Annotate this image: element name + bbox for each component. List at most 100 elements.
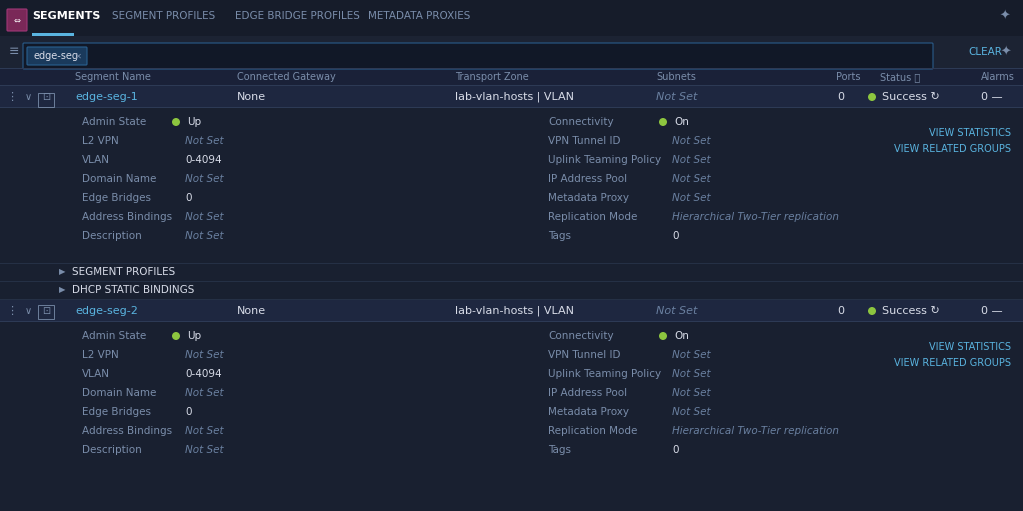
Text: Not Set: Not Set [185, 426, 224, 436]
Text: VPN Tunnel ID: VPN Tunnel ID [548, 136, 621, 146]
Bar [0, 299, 1023, 300]
Text: 0-4094: 0-4094 [185, 369, 222, 379]
Circle shape [659, 118, 667, 126]
Bar [32, 33, 74, 36]
Circle shape [172, 332, 180, 340]
FancyBboxPatch shape [27, 47, 87, 65]
Text: ✦: ✦ [999, 10, 1011, 22]
Text: Not Set: Not Set [185, 136, 224, 146]
Text: Not Set: Not Set [656, 92, 698, 102]
Text: Not Set: Not Set [185, 388, 224, 398]
Text: SEGMENT PROFILES: SEGMENT PROFILES [72, 267, 175, 277]
Text: None: None [237, 92, 266, 102]
Text: Success ↻: Success ↻ [882, 306, 940, 316]
Text: 0: 0 [672, 445, 678, 455]
Text: edge-seg-2: edge-seg-2 [75, 306, 138, 316]
Bar [0, 263, 1023, 264]
Text: Tags: Tags [548, 445, 571, 455]
Bar [0, 321, 1023, 322]
Text: ⇔: ⇔ [13, 15, 20, 25]
Text: ▶: ▶ [58, 267, 65, 276]
Text: Description: Description [82, 231, 142, 241]
Bar [0, 68, 1023, 86]
Text: VPN Tunnel ID: VPN Tunnel ID [548, 350, 621, 360]
Text: 0-4094: 0-4094 [185, 155, 222, 165]
Text: edge-seg-1: edge-seg-1 [75, 92, 138, 102]
Bar [0, 86, 1023, 108]
Text: Address Bindings: Address Bindings [82, 212, 172, 222]
Text: Up: Up [187, 117, 202, 127]
Text: Connectivity: Connectivity [548, 331, 614, 341]
Circle shape [868, 307, 876, 315]
Text: Not Set: Not Set [672, 155, 711, 165]
Text: Connected Gateway: Connected Gateway [237, 72, 336, 82]
Text: ⋮: ⋮ [6, 92, 17, 102]
Text: Not Set: Not Set [185, 212, 224, 222]
Text: VIEW STATISTICS: VIEW STATISTICS [929, 128, 1011, 138]
Text: Edge Bridges: Edge Bridges [82, 407, 151, 417]
Text: Address Bindings: Address Bindings [82, 426, 172, 436]
Bar [0, 85, 1023, 86]
Bar [0, 108, 1023, 290]
Text: SEGMENTS: SEGMENTS [32, 11, 100, 21]
Text: DHCP STATIC BINDINGS: DHCP STATIC BINDINGS [72, 285, 194, 295]
Bar [38, 93, 54, 107]
Text: Not Set: Not Set [185, 445, 224, 455]
FancyBboxPatch shape [7, 9, 27, 31]
Text: Tags: Tags [548, 231, 571, 241]
Text: Hierarchical Two-Tier replication: Hierarchical Two-Tier replication [672, 212, 839, 222]
Text: 0 —: 0 — [981, 306, 1003, 316]
Text: ⋮: ⋮ [6, 306, 17, 316]
Text: Not Set: Not Set [672, 388, 711, 398]
Text: Description: Description [82, 445, 142, 455]
Text: 0 —: 0 — [981, 92, 1003, 102]
Text: L2 VPN: L2 VPN [82, 350, 119, 360]
Text: Replication Mode: Replication Mode [548, 212, 637, 222]
Text: 0: 0 [838, 306, 845, 316]
Circle shape [868, 93, 876, 101]
Text: ≡: ≡ [9, 45, 19, 58]
Text: lab-vlan-hosts | VLAN: lab-vlan-hosts | VLAN [455, 306, 574, 316]
Bar [0, 68, 1023, 69]
Text: Success ↻: Success ↻ [882, 92, 940, 102]
Text: VIEW RELATED GROUPS: VIEW RELATED GROUPS [894, 358, 1011, 368]
Bar [0, 322, 1023, 511]
Text: Not Set: Not Set [185, 350, 224, 360]
Bar [0, 300, 1023, 322]
Text: Edge Bridges: Edge Bridges [82, 193, 151, 203]
Bar [0, 263, 1023, 281]
Bar [38, 305, 54, 319]
Text: 0: 0 [672, 231, 678, 241]
Text: Domain Name: Domain Name [82, 388, 157, 398]
Text: Not Set: Not Set [672, 174, 711, 184]
Text: Not Set: Not Set [672, 369, 711, 379]
Text: VIEW STATISTICS: VIEW STATISTICS [929, 342, 1011, 352]
Text: Subnets: Subnets [656, 72, 696, 82]
Text: edge-seg: edge-seg [33, 51, 78, 61]
Text: Metadata Proxy: Metadata Proxy [548, 193, 629, 203]
Text: On: On [674, 117, 688, 127]
Text: EDGE BRIDGE PROFILES: EDGE BRIDGE PROFILES [235, 11, 360, 21]
Text: Not Set: Not Set [185, 231, 224, 241]
Text: Not Set: Not Set [672, 193, 711, 203]
Text: lab-vlan-hosts | VLAN: lab-vlan-hosts | VLAN [455, 92, 574, 102]
Text: ✦: ✦ [1000, 45, 1012, 58]
Text: Not Set: Not Set [672, 136, 711, 146]
Text: VLAN: VLAN [82, 369, 110, 379]
Bar [0, 107, 1023, 108]
Text: Metadata Proxy: Metadata Proxy [548, 407, 629, 417]
Text: ∨: ∨ [25, 306, 32, 316]
Text: ✕: ✕ [75, 52, 82, 60]
Text: 0: 0 [185, 407, 191, 417]
Text: ∨: ∨ [25, 92, 32, 102]
Text: ⊡: ⊡ [42, 92, 50, 102]
Text: Hierarchical Two-Tier replication: Hierarchical Two-Tier replication [672, 426, 839, 436]
Text: ▶: ▶ [58, 286, 65, 294]
Text: Uplink Teaming Policy: Uplink Teaming Policy [548, 155, 661, 165]
Text: IP Address Pool: IP Address Pool [548, 174, 627, 184]
Text: ⊡: ⊡ [42, 306, 50, 316]
Text: Uplink Teaming Policy: Uplink Teaming Policy [548, 369, 661, 379]
Text: Ports: Ports [836, 72, 860, 82]
Text: Alarms: Alarms [981, 72, 1015, 82]
Text: L2 VPN: L2 VPN [82, 136, 119, 146]
